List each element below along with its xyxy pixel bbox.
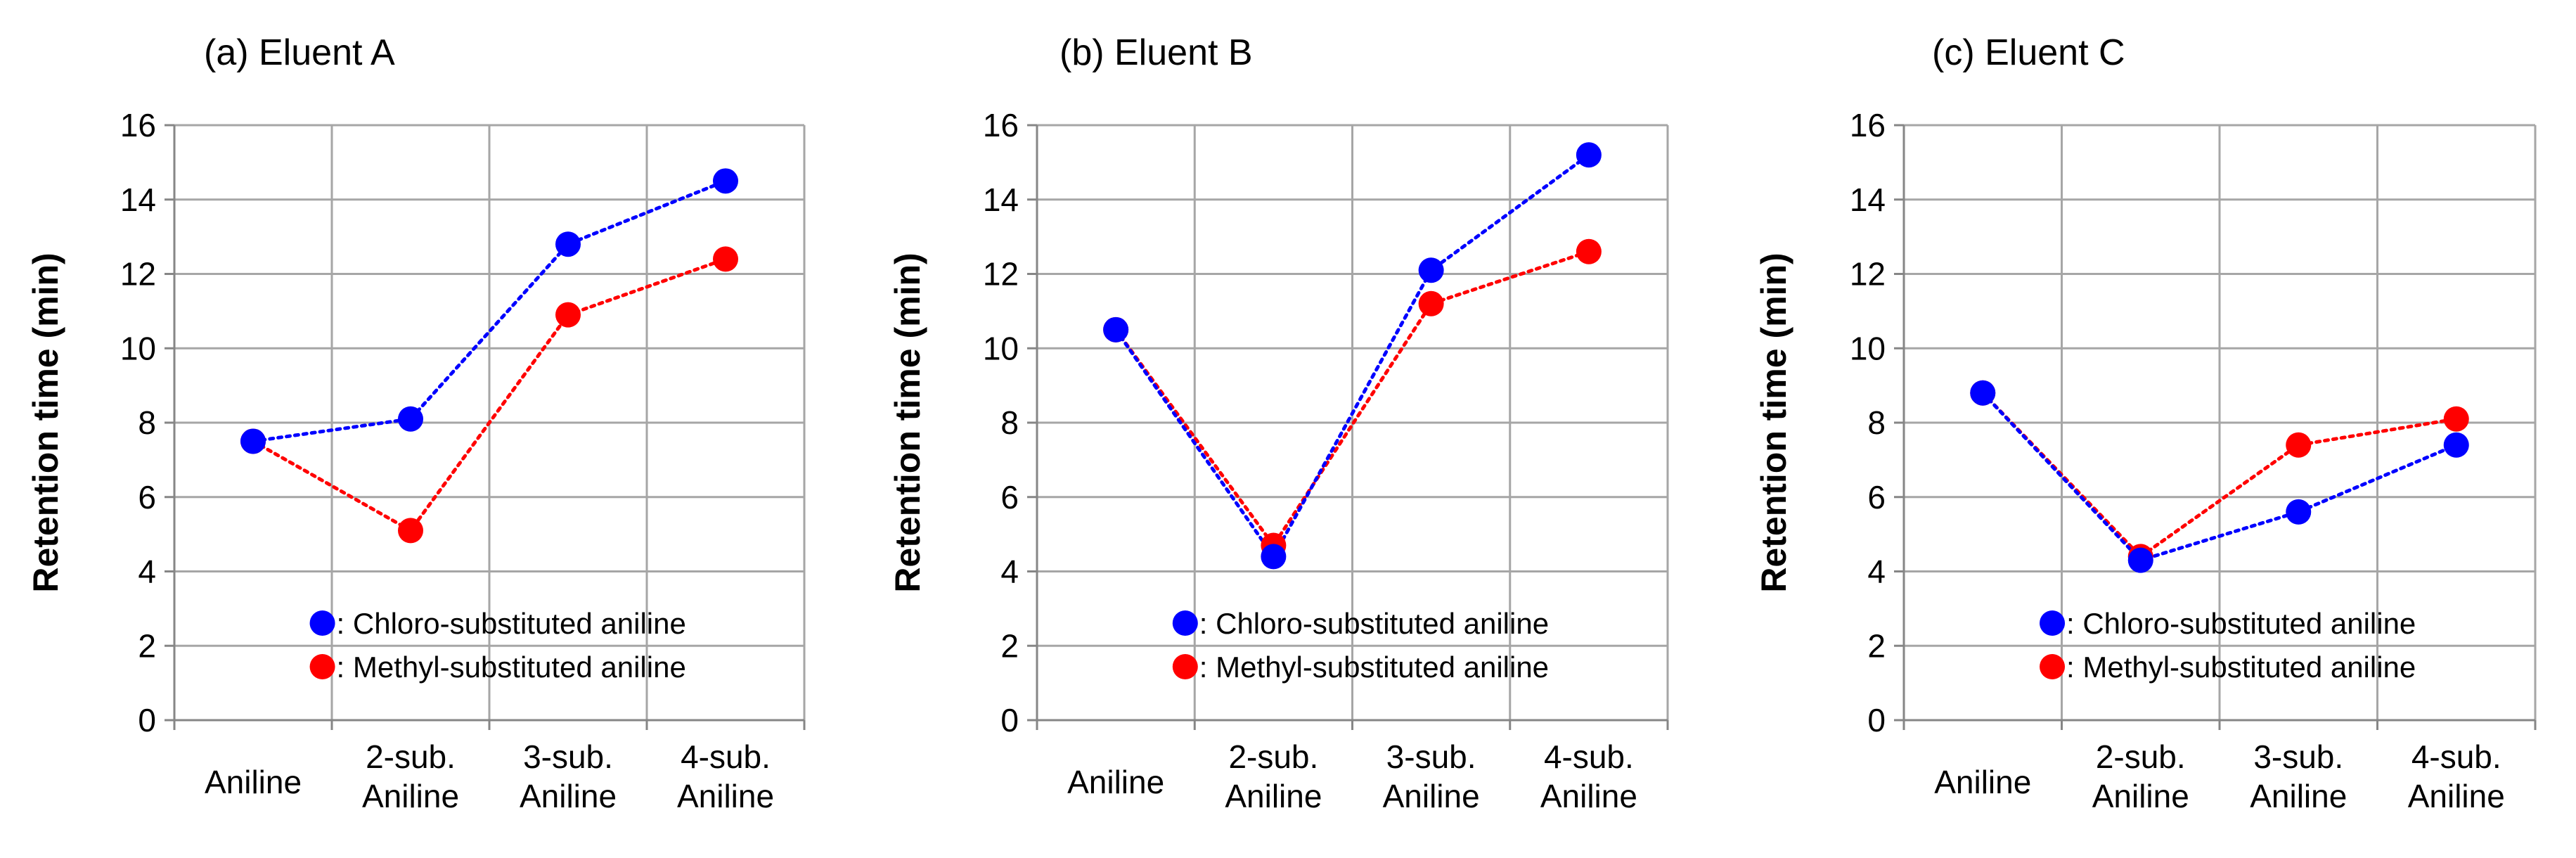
x-tick-label: Aniline [205,764,302,800]
y-tick-label: 6 [1000,479,1019,516]
data-point [1418,257,1444,283]
series-line [251,179,728,443]
y-tick-label: 0 [1000,702,1019,738]
y-tick-label: 0 [1867,702,1886,738]
x-tick-label: Aniline [362,778,459,814]
y-axis-label: Retention time (min) [888,252,927,592]
x-tick-label: Aniline [2408,778,2505,814]
x-tick-label: 4-sub. [681,738,771,775]
legend-marker [2040,654,2066,679]
x-tick-label: 3-sub. [1386,738,1476,775]
data-point [398,518,423,544]
x-tick-label: 2-sub. [366,738,456,775]
data-point [2127,547,2153,573]
y-tick-label: 6 [1867,479,1886,516]
y-tick-label: 12 [120,256,156,293]
y-tick-label: 14 [983,181,1019,218]
x-tick-label: 4-sub. [1544,738,1634,775]
legend-label: : Chloro-substituted aniline [337,607,686,640]
legend-marker [1172,654,1198,679]
x-tick-label: Aniline [520,778,617,814]
legend-label: : Methyl-substituted aniline [1199,651,1549,684]
legend-marker [2040,610,2066,636]
data-point [1970,380,1996,406]
y-axis-label: Retention time (min) [26,252,65,592]
x-tick-label: 2-sub. [1228,738,1318,775]
data-point [2443,432,2469,458]
data-point [398,406,423,432]
x-tick-label: Aniline [1934,764,2031,800]
legend-label: : Chloro-substituted aniline [2066,607,2416,640]
data-point [2286,432,2312,458]
y-tick-label: 16 [1850,107,1886,143]
legend-marker [1172,610,1198,636]
data-point [713,168,738,194]
y-tick-label: 6 [138,479,156,516]
chart-panel-2: (b) Eluent B0246810121416Aniline2-sub.An… [888,32,1669,814]
series-line [1114,250,1591,549]
y-tick-label: 14 [120,181,156,218]
y-tick-label: 8 [138,404,156,441]
data-point [1261,544,1287,570]
chart-panel-1: (a) Eluent A0246810121416Aniline2-sub.An… [26,32,806,814]
x-tick-label: Aniline [1067,764,1164,800]
y-tick-label: 0 [138,702,156,738]
x-tick-label: Aniline [2092,778,2189,814]
x-tick-label: 3-sub. [2253,738,2343,775]
x-tick-label: Aniline [1383,778,1480,814]
x-tick-label: Aniline [1540,778,1637,814]
chart-title: (b) Eluent B [1060,32,1253,73]
y-tick-label: 10 [983,330,1019,366]
y-tick-label: 10 [120,330,156,366]
series-line [1114,153,1591,561]
chart-panel-3: (c) Eluent C0246810121416Aniline2-sub.An… [1754,32,2537,814]
y-tick-label: 8 [1000,404,1019,441]
y-tick-label: 10 [1850,330,1886,366]
y-axis-label: Retention time (min) [1754,252,1793,592]
y-tick-label: 16 [120,107,156,143]
x-tick-label: Aniline [2250,778,2347,814]
x-tick-label: Aniline [677,778,774,814]
y-tick-label: 14 [1850,181,1886,218]
y-tick-label: 4 [1867,553,1886,590]
x-tick-label: 3-sub. [523,738,613,775]
chart-title: (a) Eluent A [204,32,395,73]
chart-title: (c) Eluent C [1932,32,2125,73]
y-tick-label: 4 [138,553,156,590]
data-point [1576,238,1602,264]
y-tick-label: 4 [1000,553,1019,590]
legend-marker [309,610,335,636]
legend-label: : Chloro-substituted aniline [1199,607,1549,640]
x-tick-label: Aniline [1225,778,1322,814]
data-point [713,246,738,272]
data-point [1576,142,1602,168]
y-tick-label: 8 [1867,404,1886,441]
series-line [1981,391,2459,563]
y-tick-label: 2 [1867,627,1886,664]
data-point [555,231,581,257]
series-line [251,257,728,533]
legend-label: : Methyl-substituted aniline [337,651,686,684]
data-point [2286,499,2312,525]
x-tick-label: 2-sub. [2096,738,2186,775]
data-point [240,428,266,454]
legend-marker [309,654,335,679]
y-tick-label: 16 [983,107,1019,143]
data-point [1103,316,1129,342]
y-tick-label: 2 [138,627,156,664]
legend-label: : Methyl-substituted aniline [2066,651,2416,684]
data-point [1418,290,1444,316]
y-tick-label: 12 [1850,256,1886,293]
y-tick-label: 12 [983,256,1019,293]
data-point [2443,406,2469,432]
y-tick-label: 2 [1000,627,1019,664]
data-point [555,302,581,328]
x-tick-label: 4-sub. [2411,738,2501,775]
